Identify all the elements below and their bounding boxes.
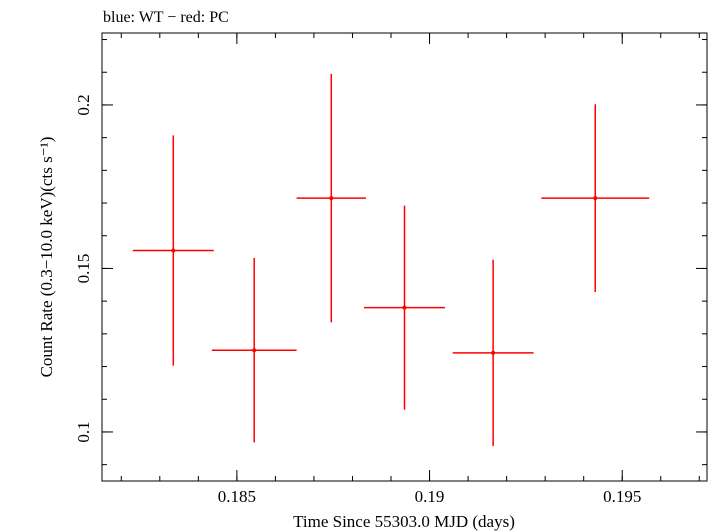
point-marker	[593, 196, 598, 201]
data-point	[132, 135, 214, 366]
chart-title: blue: WT − red: PC	[103, 9, 229, 26]
axis-ticks	[102, 33, 707, 481]
point-marker	[491, 350, 496, 355]
point-marker	[252, 348, 257, 353]
y-tick-label: 0.1	[74, 421, 93, 442]
x-tick-label: 0.185	[218, 487, 256, 506]
point-marker	[171, 248, 176, 253]
y-tick-label: 0.15	[74, 254, 93, 284]
point-marker	[329, 196, 334, 201]
x-tick-label: 0.195	[603, 487, 641, 506]
tick-labels: 0.185 0.19 0.195 0.1 0.15 0.2	[74, 94, 641, 506]
data-point	[211, 257, 297, 443]
x-axis-label: Time Since 55303.0 MJD (days)	[293, 512, 515, 531]
data-point	[452, 259, 534, 447]
y-tick-label: 0.2	[74, 94, 93, 115]
data-point	[296, 73, 366, 323]
data-point	[364, 205, 445, 410]
data-point	[541, 104, 650, 292]
point-marker	[402, 305, 407, 310]
data-points	[132, 73, 650, 447]
plot-frame	[101, 32, 708, 482]
x-tick-label: 0.19	[415, 487, 445, 506]
y-axis-label: Count Rate (0.3−10.0 keV)(cts s⁻¹)	[37, 137, 56, 378]
